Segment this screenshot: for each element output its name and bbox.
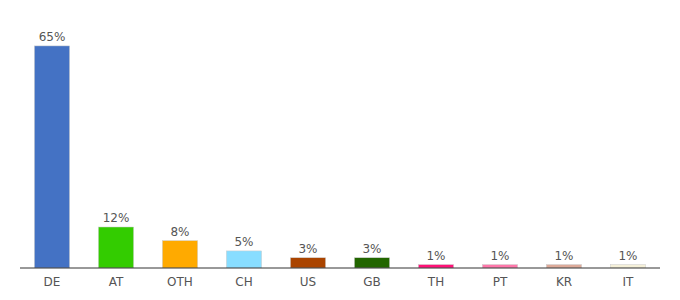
data-label: 1% [618,249,637,263]
bar [34,46,69,268]
x-tick-label: KR [556,275,572,289]
bar [98,227,133,268]
chart: DE AT OTH CH US GB TH PT KR IT 65% 12% 8% 5% 3% 3% 1% 1% 1… [0,0,680,300]
x-tick-label: AT [109,275,124,289]
x-tick-label: PT [493,275,508,289]
data-label: 3% [298,242,317,256]
x-tick-label: US [300,275,316,289]
x-tick-label: IT [623,275,635,289]
x-tick-label: CH [235,275,252,289]
x-tick-label: DE [44,275,61,289]
bar [226,251,261,268]
data-label: 3% [362,242,381,256]
x-tick-label: GB [363,275,381,289]
x-tick-label: OTH [167,275,193,289]
bar [482,265,517,268]
bar [546,265,581,268]
data-label: 12% [103,211,130,225]
bar [354,258,389,268]
data-label: 1% [554,249,573,263]
data-label: 65% [39,30,66,44]
bar [610,265,645,268]
bars [34,46,645,268]
data-label: 1% [490,249,509,263]
bar [418,265,453,268]
bar [162,241,197,268]
x-tick-label: TH [427,275,444,289]
chart-container: DE AT OTH CH US GB TH PT KR IT 65% 12% 8% 5% 3% 3% 1% 1% 1… [0,0,680,300]
x-axis-line [20,268,660,269]
data-label: 5% [234,235,253,249]
data-label: 1% [426,249,445,263]
bar [290,258,325,268]
data-label: 8% [170,225,189,239]
